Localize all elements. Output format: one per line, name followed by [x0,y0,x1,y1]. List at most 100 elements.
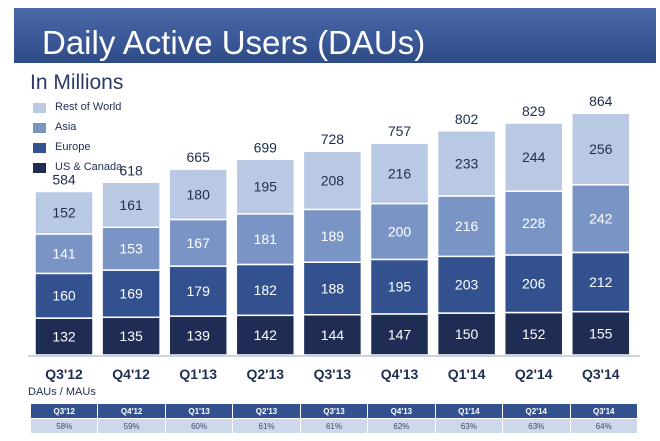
segment-value-label: 206 [522,276,546,292]
x-tick-label: Q1'14 [448,366,486,382]
bar-segment-asia [571,184,631,254]
bar-segment-asia [436,195,497,258]
bar-segment-us-canada [168,315,228,356]
x-tick-label: Q4'13 [381,366,419,382]
segment-value-label: 139 [187,328,211,344]
segment-value-label: 195 [388,279,412,295]
segment-value-label: 188 [321,280,345,296]
segment-value-label: 152 [522,326,546,342]
dau-mau-value: 58% [29,418,99,434]
dau-mau-value-row: 58% 59% 60% 61% 61% 62% 63% 63% 64% [29,418,638,434]
bar-total-label: 699 [254,139,278,155]
segment-value-label: 228 [522,215,546,231]
bar-segment-europe [369,258,430,315]
dau-mau-value: 64% [569,418,638,434]
segment-value-label: 132 [52,329,76,345]
dau-mau-value: 59% [97,418,166,434]
segment-value-label: 167 [187,235,211,251]
legend-label: Rest of World [55,101,122,113]
bar-segment-rest-of-world [101,181,161,229]
segment-value-label: 169 [119,286,143,302]
bar-total-label: 584 [52,171,76,187]
bar-segment-europe [436,255,497,314]
segment-value-label: 160 [52,288,76,304]
legend-swatch-europe [33,143,46,153]
dau-mau-value: 62% [367,418,436,434]
bar-segment-rest-of-world [571,112,631,186]
segment-value-label: 200 [388,223,412,239]
bar-total-label: 802 [455,111,479,127]
bar-segment-us-canada [235,314,296,356]
segment-value-label: 216 [388,165,412,181]
segment-value-label: 150 [455,326,479,342]
bar-segment-europe [235,263,296,317]
segment-value-label: 180 [187,186,211,202]
x-tick-label: Q2'14 [515,366,553,382]
dau-mau-header-row: Q3'12 Q4'12 Q1'13 Q2'13 Q3'13 Q4'13 Q1'1… [29,403,638,419]
x-tick-label: Q2'13 [247,366,285,382]
dau-mau-quarter: Q3'12 [29,403,99,419]
segment-value-label: 233 [455,155,479,171]
chart-subtitle: In Millions [30,71,124,94]
bar-segment-europe [34,272,94,319]
x-tick-label: Q3'13 [314,366,352,382]
x-tick-label: Q3'14 [582,366,620,382]
bar-total-label: 864 [589,93,613,109]
segment-value-label: 152 [52,205,76,221]
bar-segment-rest-of-world [168,168,228,221]
bar-segment-asia [34,233,94,275]
segment-value-label: 142 [254,327,278,343]
bar-total-label: 829 [522,103,546,119]
legend-label: US & Canada [55,161,123,173]
segment-value-label: 144 [321,327,345,343]
segment-value-label: 208 [321,172,345,188]
dau-mau-quarter: Q2'14 [502,403,571,419]
segment-value-label: 161 [119,197,143,213]
legend-label: Europe [55,141,91,153]
segment-value-label: 244 [522,149,546,165]
chart-title: Daily Active Users (DAUs) [42,24,426,61]
dau-mau-value: 60% [164,418,234,434]
bar-segment-us-canada [34,317,94,356]
dau-mau-quarter: Q1'13 [164,403,234,419]
dau-mau-quarter: Q3'14 [569,403,638,419]
segment-value-label: 155 [589,325,613,341]
legend-swatch-us-canada [33,163,46,173]
bar-segment-asia [369,202,430,261]
bar-total-label: 757 [388,123,412,139]
bar-segment-us-canada [369,313,430,356]
segment-value-label: 203 [455,277,479,293]
legend-swatch-asia [33,123,46,133]
title-bar: Daily Active Users (DAUs) [14,8,656,63]
bar-segment-europe [168,265,228,317]
segment-value-label: 147 [388,326,412,342]
segment-value-label: 179 [187,283,211,299]
bar-segment-rest-of-world [302,150,363,211]
segment-value-label: 212 [589,274,613,290]
dau-mau-value: 63% [502,418,571,434]
segment-value-label: 195 [254,179,278,195]
bar-segment-rest-of-world [235,158,296,215]
dau-mau-value: 61% [299,418,369,434]
dau-mau-label: DAUs / MAUs [28,386,96,398]
segment-value-label: 242 [589,211,613,227]
x-tick-label: Q1'13 [179,366,217,382]
segment-value-label: 189 [321,228,345,244]
segment-value-label: 182 [254,282,278,298]
bar-segment-asia [235,213,296,266]
bar-segment-asia [101,226,161,271]
segment-value-label: 135 [119,328,143,344]
bar-total-label: 618 [119,162,143,178]
bar-segment-rest-of-world [436,130,497,197]
dau-mau-value: 63% [434,418,504,434]
bar-total-label: 665 [187,149,211,165]
segment-value-label: 216 [455,218,479,234]
bar-segment-rest-of-world [34,190,94,235]
bar-segment-rest-of-world [503,122,564,192]
dau-mau-value: 61% [232,418,301,434]
segment-value-label: 181 [254,231,278,247]
dau-mau-quarter: Q2'13 [232,403,301,419]
bar-segment-asia [168,218,228,267]
dau-mau-quarter: Q4'13 [367,403,436,419]
legend-swatch-rest-of-world [33,103,46,113]
